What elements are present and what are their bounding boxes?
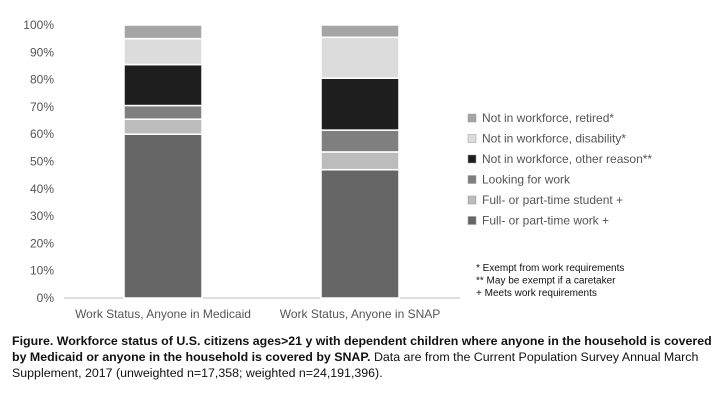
y-tick-label: 30% — [30, 209, 54, 223]
legend-swatch — [467, 154, 477, 164]
bar-segment — [320, 36, 400, 79]
footnote: ** May be exempt if a caretaker — [476, 276, 616, 287]
caption-bold: Figure. Workforce status of U.S. citizen… — [12, 334, 712, 364]
y-tick-label: 10% — [30, 264, 54, 278]
bar-stacks — [123, 24, 400, 299]
legend-label: Full- or part-time student + — [482, 193, 623, 207]
y-tick-label: 80% — [30, 73, 54, 87]
y-tick-label: 20% — [30, 236, 54, 250]
y-axis-ticks: 0% 10% 20% 30% 40% 50% 60% 70% 80% 90% 100% — [23, 18, 54, 305]
bar-segment — [320, 129, 400, 153]
x-category-label: Work Status, Anyone in Medicaid — [75, 307, 251, 321]
x-axis-categories: Work Status, Anyone in Medicaid Work Stat… — [75, 307, 440, 321]
bar-segment — [123, 37, 203, 66]
legend-swatch — [467, 175, 477, 184]
legend-label: Looking for work — [482, 173, 571, 187]
caption-rest: Data are from the Current Population Sur… — [12, 350, 699, 380]
bar-segment — [123, 63, 203, 107]
legend-swatch — [467, 216, 477, 225]
bar-segment — [320, 151, 400, 171]
bar-segment — [320, 24, 400, 39]
legend-swatch — [467, 195, 477, 205]
y-tick-label: 0% — [37, 291, 55, 305]
legend-swatch — [467, 134, 477, 143]
bar-segment — [123, 118, 203, 135]
footnote: + Meets work requirements — [476, 288, 597, 299]
footnote: * Exempt from work requirements — [476, 263, 624, 274]
footnotes: * Exempt from work requirements ** May be… — [476, 263, 624, 299]
y-tick-label: 90% — [30, 45, 54, 59]
legend-label: Not in workforce, disability* — [482, 132, 626, 146]
bar-segment — [320, 168, 400, 299]
bar-segment — [320, 77, 400, 131]
y-tick-label: 70% — [30, 100, 54, 114]
y-tick-label: 60% — [30, 127, 54, 141]
bar-segment — [123, 24, 203, 40]
bar-segment — [123, 104, 203, 120]
x-category-label: Work Status, Anyone in SNAP — [280, 307, 441, 321]
stacked-bar-chart: 0% 10% 20% 30% 40% 50% 60% 70% 80% 90% 100% Work S… — [23, 18, 652, 321]
legend-label: Not in workforce, retired* — [482, 111, 614, 125]
y-tick-label: 100% — [23, 18, 54, 32]
legend: Not in workforce, retired* Not in workfor… — [467, 111, 652, 228]
y-tick-label: 50% — [30, 155, 54, 169]
legend-label: Not in workforce, other reason** — [482, 152, 652, 166]
bar-segment — [123, 133, 203, 299]
legend-swatch — [467, 113, 477, 123]
figure-caption: Figure. Workforce status of U.S. citizen… — [12, 333, 712, 381]
y-tick-label: 40% — [30, 182, 54, 196]
legend-label: Full- or part-time work + — [482, 214, 609, 228]
